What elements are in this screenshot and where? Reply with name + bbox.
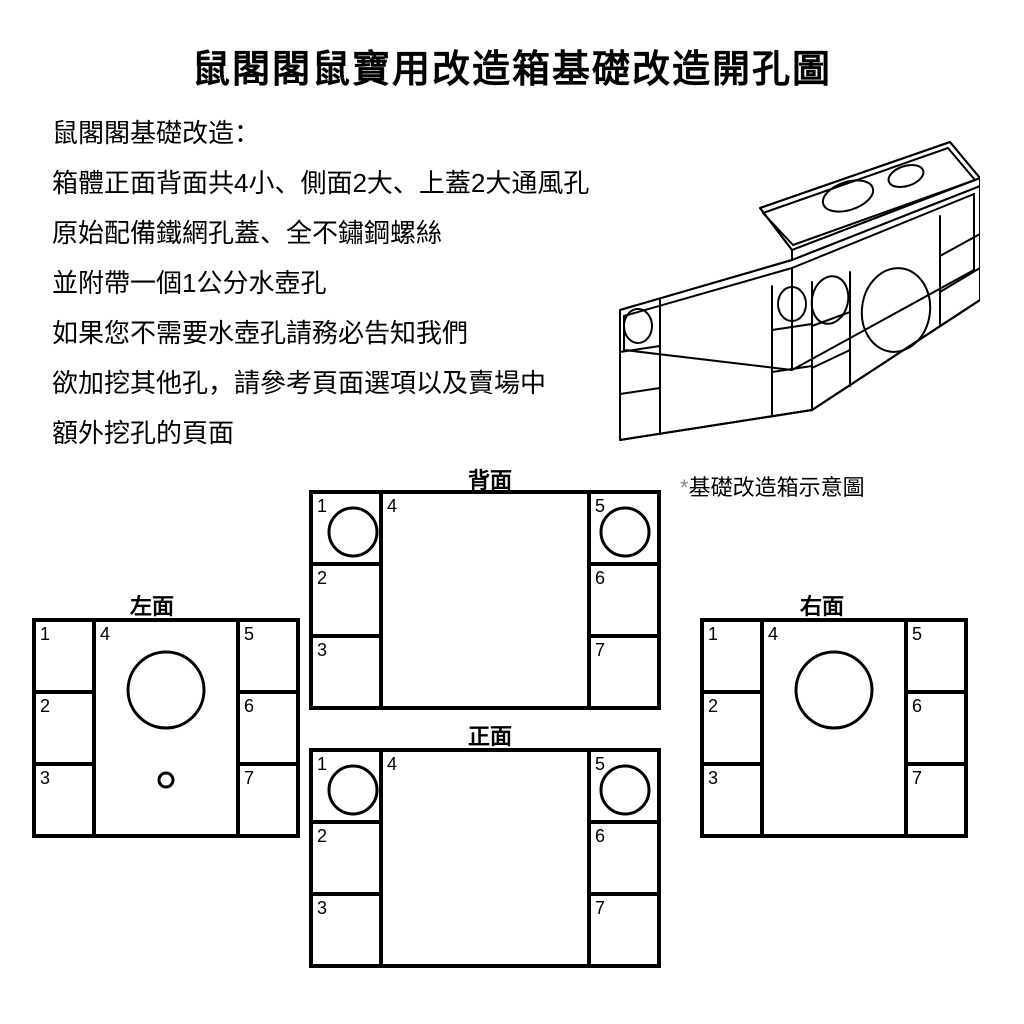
caption-asterisk: * [680,475,689,500]
cell-number: 1 [40,624,50,644]
cell-number: 4 [100,624,110,644]
caption-text: 基礎改造箱示意圖 [689,475,865,500]
cell-number: 1 [317,754,327,774]
cell-number: 7 [912,768,922,788]
panel-label-left: 左面 [130,589,174,621]
cell-number: 2 [317,826,327,846]
cell-number: 3 [708,768,718,788]
desc-line: 欲加挖其他孔，請參考頁面選項以及賣場中 [52,358,589,408]
cell-number: 1 [317,496,327,516]
cell-number: 6 [595,826,605,846]
panel-label-right: 右面 [800,589,844,621]
cell-number: 4 [387,496,397,516]
cell-number: 6 [244,696,254,716]
cell-number: 5 [244,624,254,644]
panel-label-front: 正面 [468,719,512,751]
cell-number: 3 [317,898,327,918]
isometric-caption: *基礎改造箱示意圖 [680,470,865,502]
cell-number: 3 [317,640,327,660]
cell-number: 5 [595,754,605,774]
cell-number: 7 [244,768,254,788]
desc-line: 箱體正面背面共4小、側面2大、上蓋2大通風孔 [52,158,589,208]
cell-number: 2 [40,696,50,716]
desc-line: 鼠閣閣基礎改造： [52,108,589,158]
cell-number: 7 [595,640,605,660]
description-block: 鼠閣閣基礎改造： 箱體正面背面共4小、側面2大、上蓋2大通風孔 原始配備鐵網孔蓋… [52,108,589,458]
panel-back: 1 2 3 4 5 6 7 [309,490,661,710]
cell-number: 2 [317,568,327,588]
isometric-box-icon [580,100,980,470]
desc-line: 如果您不需要水壺孔請務必告知我們 [52,308,589,358]
panel-right: 1 2 3 4 5 6 7 [700,618,968,838]
cell-number: 6 [595,568,605,588]
cell-number: 4 [768,624,778,644]
cell-number: 3 [40,768,50,788]
desc-line: 額外挖孔的頁面 [52,408,589,458]
cell-number: 5 [912,624,922,644]
cell-number: 5 [595,496,605,516]
panel-left: 1 2 3 4 5 6 7 [32,618,300,838]
page-title: 鼠閣閣鼠寶用改造箱基礎改造開孔圖 [0,38,1024,93]
desc-line: 原始配備鐵網孔蓋、全不鏽鋼螺絲 [52,208,589,258]
cell-number: 4 [387,754,397,774]
panel-cell [381,492,589,708]
cell-number: 2 [708,696,718,716]
cell-number: 7 [595,898,605,918]
desc-line: 並附帶一個1公分水壺孔 [52,258,589,308]
cell-number: 6 [912,696,922,716]
panel-front: 1 2 3 4 5 6 7 [309,748,661,968]
cell-number: 1 [708,624,718,644]
panel-cell [381,750,589,966]
